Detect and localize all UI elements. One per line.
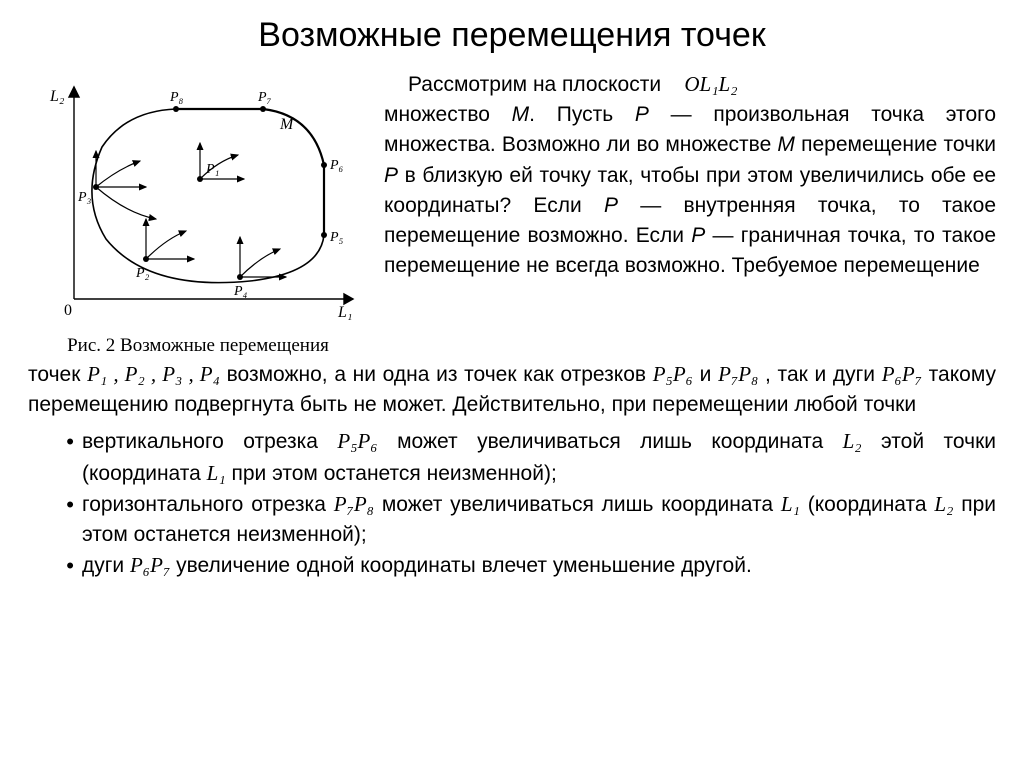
txt: дуги [82,554,130,577]
txt: вертикального отрезка [82,430,337,453]
txt: возможно, а ни одна из точек как отрезко… [227,363,653,386]
txt: точек [28,363,87,386]
math-p6p7: P₆P₇ [882,362,922,386]
arc-p6p7 [263,109,324,165]
txt: увеличение одной координаты влечет умень… [176,554,752,577]
bullet-list: • вертикального отрезка P₅P₆ может увели… [28,426,996,582]
svg-text:P₄: P₄ [233,284,248,299]
svg-text:P₇: P₇ [257,90,272,105]
figure-column: 0 L₁ L₂ M [28,69,368,357]
math-ol1l2: OL₁L₂ [684,72,737,96]
paragraph-continuation: точек P₁ , P₂ , P₃ , P₄ возможно, а ни о… [28,359,996,420]
txt: (координата [808,493,935,516]
axis-y-label: L₂ [49,88,65,105]
txt: и [700,363,718,386]
math-p5p6: P₅P₆ [653,362,693,386]
axis-origin: 0 [64,302,72,319]
txt: перемещение точки [795,133,996,156]
bullet-item-2: • горизонтального отрезка P₇P₈ может уве… [28,489,996,550]
math-p1234: P₁ , P₂ , P₃ , P₄ [87,362,220,386]
txt: при этом останется неизменной); [232,462,557,485]
set-boundary [92,109,324,283]
svg-text:P₂: P₂ [135,266,150,281]
txt: множество [384,103,512,126]
bullet-dot-icon: • [28,426,82,488]
txt: Рассмотрим на плоскости [408,73,661,96]
bullet-dot-icon: • [28,550,82,582]
txt: . Пусть [529,103,635,126]
txt: , так и дуги [765,363,882,386]
math-M: M [512,103,530,126]
paragraph-right: Рассмотрим на плоскости OL₁L₂ множество … [384,69,996,282]
svg-text:P₃: P₃ [77,190,92,205]
math-P: P [635,103,649,126]
math-M: M [777,133,795,156]
axis-x-label: L₁ [337,304,352,321]
figure-diagram: 0 L₁ L₂ M [28,69,368,329]
math-L2: L₂ [843,429,862,453]
math-L1: L₁ [207,461,226,485]
txt: может увеличиваться лишь координата [382,493,781,516]
set-label: M [279,116,295,133]
math-p6p7: P₆P₇ [130,553,170,577]
txt: может увеличиваться лишь координата [397,430,843,453]
bullet-dot-icon: • [28,489,82,550]
point-p6 [321,162,327,168]
math-L2: L₂ [934,492,953,516]
page-title: Возможные перемещения точек [28,16,996,55]
math-p7p8: P₇P₈ [718,362,758,386]
point-p7 [260,106,266,112]
txt: горизонтального отрезка [82,493,334,516]
svg-text:P₅: P₅ [329,230,344,245]
point-p5 [321,232,327,238]
math-L1: L₁ [781,492,800,516]
point-p8 [173,106,179,112]
top-row: 0 L₁ L₂ M [28,69,996,357]
math-p5p6: P₅P₆ [337,429,377,453]
bullet-item-1: • вертикального отрезка P₅P₆ может увели… [28,426,996,488]
math-P: P [691,224,705,247]
math-P: P [384,164,398,187]
math-p7p8: P₇P₈ [334,492,374,516]
svg-text:P₆: P₆ [329,158,344,173]
svg-text:P₈: P₈ [169,90,184,105]
math-P: P [604,194,618,217]
bullet-item-3: • дуги P₆P₇ увеличение одной координаты … [28,550,996,582]
figure-caption: Рис. 2 Возможные перемещения [28,335,368,357]
